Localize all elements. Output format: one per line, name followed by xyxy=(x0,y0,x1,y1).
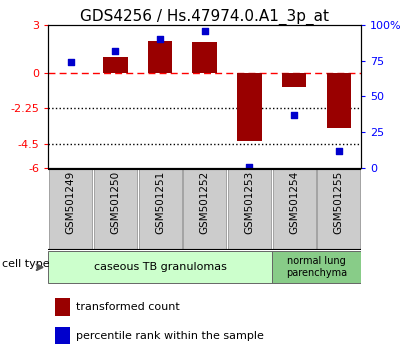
Text: GSM501252: GSM501252 xyxy=(200,171,210,234)
Point xyxy=(157,36,163,42)
Bar xyxy=(103,57,128,73)
Text: GSM501254: GSM501254 xyxy=(289,171,299,234)
Bar xyxy=(49,169,92,249)
Point xyxy=(336,148,342,154)
Bar xyxy=(327,73,351,128)
Bar xyxy=(55,298,70,316)
Bar xyxy=(94,169,137,249)
Text: caseous TB granulomas: caseous TB granulomas xyxy=(94,262,226,272)
Bar xyxy=(139,169,181,249)
Text: GSM501249: GSM501249 xyxy=(66,171,76,234)
Bar xyxy=(148,41,172,73)
Text: GSM501255: GSM501255 xyxy=(334,171,344,234)
Bar xyxy=(55,327,70,344)
Bar xyxy=(48,251,272,283)
Bar xyxy=(318,169,360,249)
Bar xyxy=(282,73,307,87)
Bar xyxy=(272,251,361,283)
Point xyxy=(67,59,74,65)
Point xyxy=(246,164,253,170)
Title: GDS4256 / Hs.47974.0.A1_3p_at: GDS4256 / Hs.47974.0.A1_3p_at xyxy=(80,8,329,25)
Text: percentile rank within the sample: percentile rank within the sample xyxy=(76,331,264,341)
Text: transformed count: transformed count xyxy=(76,302,180,313)
Point xyxy=(291,112,297,118)
Bar xyxy=(228,169,271,249)
Text: cell type: cell type xyxy=(3,259,50,269)
Text: GSM501253: GSM501253 xyxy=(244,171,255,234)
Text: GSM501250: GSM501250 xyxy=(110,171,121,234)
Bar xyxy=(192,42,217,73)
Text: normal lung
parenchyma: normal lung parenchyma xyxy=(286,256,347,278)
Bar xyxy=(183,169,226,249)
Bar xyxy=(237,73,262,141)
Text: GSM501251: GSM501251 xyxy=(155,171,165,234)
Bar xyxy=(273,169,315,249)
Point xyxy=(202,28,208,33)
Point xyxy=(112,48,119,53)
